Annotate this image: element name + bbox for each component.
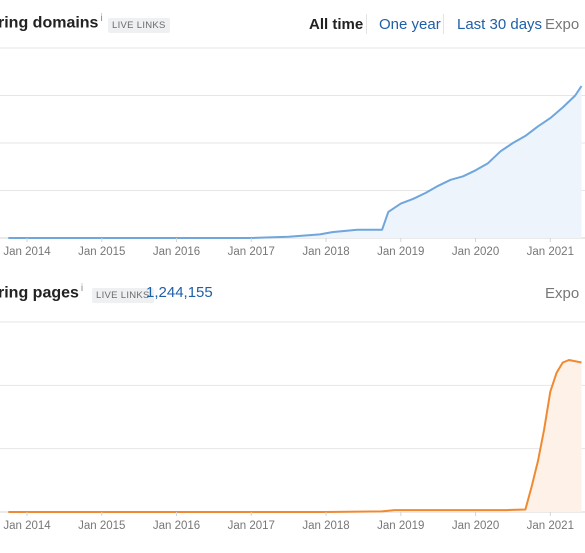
referring-pages-chart: Jan 2014 Jan 2015 Jan 2016 Jan 2017 Jan 2018… [0, 321, 585, 532]
info-icon[interactable]: i [80, 283, 84, 294]
range-all-time[interactable]: All time [309, 16, 364, 33]
series-area [8, 360, 582, 512]
live-links-badge: LIVE LINKS [108, 18, 170, 33]
export-button[interactable]: Expo [545, 16, 580, 33]
referring-domains-header: ring domains i LIVE LINKS All time One ye… [0, 0, 585, 34]
x-tick-label: Jan 2020 [452, 520, 499, 532]
x-tick-label: Jan 2019 [377, 246, 424, 258]
referring-domains-title-text: ring domains [0, 14, 99, 32]
referring-domains-title: ring domains i [0, 13, 103, 32]
x-tick-label: Jan 2021 [527, 520, 574, 532]
referring-pages-header: ring pages i LIVE LINKS 1,244,155 Expo [0, 280, 585, 310]
referring-pages-title: ring pages i [0, 283, 83, 302]
x-tick-label: Jan 2018 [302, 246, 349, 258]
x-tick-label: Jan 2020 [452, 246, 499, 258]
export-button[interactable]: Expo [545, 285, 580, 302]
range-divider [443, 14, 444, 34]
series-line [8, 85, 583, 239]
x-tick-label: Jan 2018 [302, 520, 349, 532]
x-tick-label: Jan 2021 [527, 246, 574, 258]
live-links-badge: LIVE LINKS [92, 288, 154, 303]
x-tick-label: Jan 2016 [153, 246, 200, 258]
x-tick-label: Jan 2014 [3, 520, 51, 532]
series-line [8, 359, 582, 513]
info-icon[interactable]: i [100, 13, 103, 24]
range-divider [366, 14, 367, 34]
x-tick-label: Jan 2019 [377, 520, 424, 532]
x-tick-label: Jan 2015 [78, 246, 125, 258]
referring-domains-chart: Jan 2014 Jan 2015 Jan 2016 Jan 2017 Jan 2018… [0, 47, 585, 258]
referring-pages-count: 1,244,155 [146, 284, 213, 301]
x-tick-label: Jan 2015 [78, 520, 125, 532]
x-tick-label: Jan 2017 [228, 246, 275, 258]
x-tick-label: Jan 2017 [228, 520, 275, 532]
referring-pages-title-text: ring pages [0, 284, 79, 302]
series-area [8, 86, 582, 238]
x-tick-label: Jan 2016 [153, 520, 200, 532]
range-one-year[interactable]: One year [379, 16, 441, 33]
x-tick-label: Jan 2014 [3, 246, 51, 258]
range-last-30-days[interactable]: Last 30 days [457, 16, 543, 33]
